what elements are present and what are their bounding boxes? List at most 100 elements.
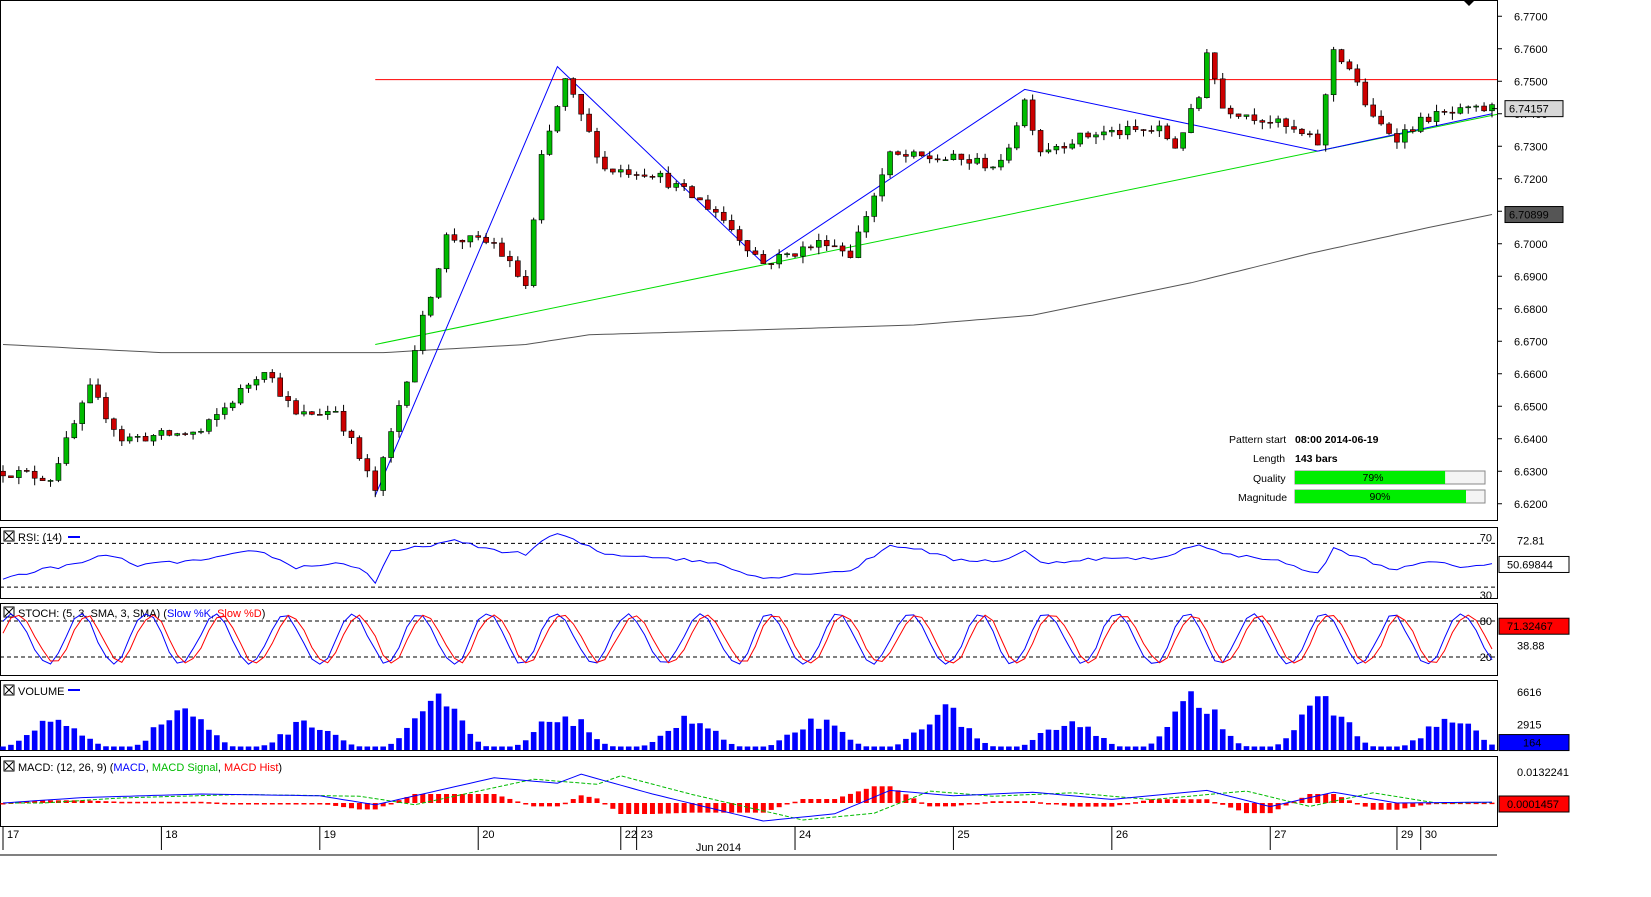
candle-body xyxy=(1489,104,1495,112)
volume-bar xyxy=(602,743,608,750)
candle-body xyxy=(1069,143,1076,149)
candle-body xyxy=(1227,107,1234,115)
volume-bar xyxy=(119,746,125,750)
rsi-path xyxy=(2,533,1493,585)
macd-hist-bar xyxy=(784,803,790,805)
volume-bar xyxy=(1180,701,1186,750)
candle-body xyxy=(752,250,759,255)
macd-hist-bar xyxy=(1156,799,1162,803)
volume-bar xyxy=(586,732,592,750)
volume-bar xyxy=(372,746,379,750)
candle-body xyxy=(1433,111,1440,122)
ma-value-box xyxy=(1504,206,1564,224)
candle-body xyxy=(1132,126,1139,130)
volume-bar xyxy=(1204,713,1210,750)
macd-hist-bar xyxy=(198,801,204,804)
candle-body xyxy=(966,159,973,164)
macd-hist-bar xyxy=(127,801,133,804)
macd-hist-bar xyxy=(958,803,964,806)
volume-bar xyxy=(1322,696,1329,750)
candle-body xyxy=(1417,116,1424,132)
candle-body xyxy=(1013,125,1020,149)
macd-hist-bar xyxy=(79,800,85,803)
volume-bar xyxy=(491,746,497,750)
macd-hist-bar xyxy=(269,803,275,805)
price-tick-label: 6.7200 xyxy=(1514,174,1548,186)
volume-bar xyxy=(459,720,466,750)
volume-bar xyxy=(926,724,933,750)
candle-body xyxy=(792,253,798,257)
volume-bar xyxy=(855,743,862,750)
volume-bar xyxy=(1441,718,1448,750)
macd-hist-bar xyxy=(1386,803,1392,810)
candle-body xyxy=(507,256,513,262)
macd-hist-bar xyxy=(158,801,164,804)
candle-body xyxy=(150,435,157,442)
price-tick-label: 6.7500 xyxy=(1514,76,1548,88)
volume-bar xyxy=(166,720,173,750)
candle-body xyxy=(182,433,188,435)
volume-bar xyxy=(689,723,695,750)
price-tick-label: 6.7300 xyxy=(1514,141,1548,153)
macd-hist-bar xyxy=(697,803,703,813)
candle-body xyxy=(214,414,220,420)
candle-body xyxy=(649,176,656,178)
volume-bar xyxy=(1394,746,1400,750)
date-label: 29 xyxy=(1401,829,1413,841)
candle-body xyxy=(617,169,624,173)
macd-hist-bar xyxy=(1085,803,1091,807)
macd-hist-bar xyxy=(1473,802,1479,805)
volume-bar xyxy=(79,735,86,750)
volume-bar xyxy=(380,746,386,750)
stoch-last-box xyxy=(1498,617,1570,635)
volume-bar xyxy=(1386,746,1392,750)
macd-hist-bar xyxy=(301,803,307,805)
volume-bar xyxy=(111,746,117,750)
macd-hist-bar xyxy=(745,803,750,813)
macd-panel: MACD: (12, 26, 9) (MACD, MACD Signal, MA… xyxy=(3,760,282,774)
volume-bar xyxy=(1425,726,1432,750)
candle-body xyxy=(1164,125,1171,140)
macd-title-suffix: ) xyxy=(278,762,282,774)
scroll-marker-icon[interactable] xyxy=(1463,0,1475,6)
candle-body xyxy=(388,431,394,458)
candle-body xyxy=(221,407,228,415)
volume-bar xyxy=(87,738,93,750)
volume-bar xyxy=(1354,736,1361,750)
macd-hist-bar xyxy=(1481,802,1487,805)
volume-bar xyxy=(768,745,775,750)
volume-bar xyxy=(1457,723,1464,750)
macd-hist-bar xyxy=(1323,794,1329,803)
stoch-d-legend: Slow %D xyxy=(217,608,262,620)
macd-hist-bar xyxy=(150,801,156,804)
macd-hist-bar xyxy=(356,803,362,810)
volume-bar xyxy=(269,742,276,750)
volume-bar xyxy=(427,700,434,750)
macd-hist-bar xyxy=(325,803,331,805)
volume-bar xyxy=(934,714,941,750)
candle-body xyxy=(491,242,497,244)
candle-body xyxy=(641,174,648,177)
macd-hist-bar xyxy=(562,802,568,805)
macd-hist-bar xyxy=(792,801,798,804)
candle-body xyxy=(111,418,117,430)
candle-body xyxy=(467,235,474,243)
candle-body xyxy=(839,245,846,252)
volume-bar xyxy=(324,730,331,750)
volume-bars: 6616 2915 164 xyxy=(0,687,1570,752)
length-value: 143 bars xyxy=(1295,453,1338,465)
macd-hist-bar xyxy=(546,803,552,807)
macd-hist-bar xyxy=(380,803,386,807)
macd-hist-bar xyxy=(1148,799,1154,803)
candle-body xyxy=(744,240,751,252)
candle-body xyxy=(1109,129,1115,133)
volume-bar xyxy=(713,730,719,750)
rsi-last-box xyxy=(1498,555,1570,573)
stoch-last-label: 71.32467 xyxy=(1507,621,1553,633)
candle-body xyxy=(1299,128,1305,135)
macd-hist-bar xyxy=(840,796,846,803)
macd-hist-bar xyxy=(372,803,378,810)
candle-body xyxy=(404,381,410,406)
price-tick-label: 6.6900 xyxy=(1514,271,1548,283)
macd-hist-bar xyxy=(1006,801,1012,803)
